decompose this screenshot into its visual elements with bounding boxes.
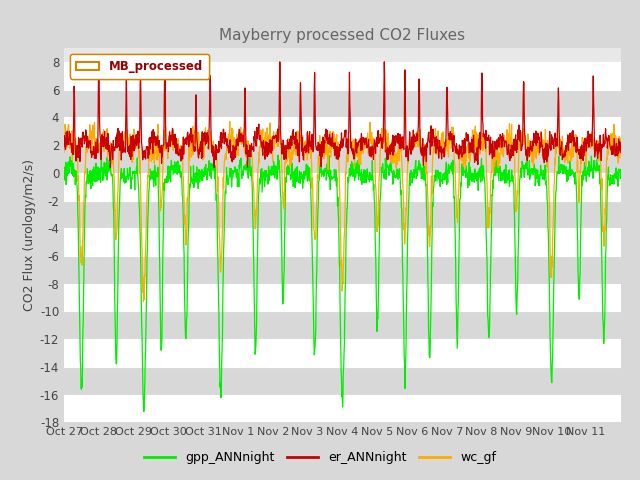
gpp_ANNnight [556,170,564,176]
Bar [64,145,621,173]
Bar [64,228,621,256]
er_ANNnight [318,140,326,146]
gpp_ANNnight [617,167,625,172]
gpp_ANNnight [148,168,156,174]
Legend: gpp_ANNnight, er_ANNnight, wc_gf: gpp_ANNnight, er_ANNnight, wc_gf [139,446,501,469]
Bar [64,284,621,312]
Bar [64,173,621,201]
er_ANNnight [556,147,564,153]
gpp_ANNnight [611,171,618,177]
Title: Mayberry processed CO2 Fluxes: Mayberry processed CO2 Fluxes [220,28,465,43]
Bar [64,201,621,228]
Bar [64,312,621,339]
wc_gf [317,157,325,163]
wc_gf [140,299,147,304]
Bar [64,339,621,367]
gpp_ANNnight [474,188,482,193]
Bar [64,90,621,117]
er_ANNnight [107,165,115,170]
wc_gf [617,135,625,141]
Bar [64,395,621,422]
wc_gf [474,132,482,138]
gpp_ANNnight [140,408,148,414]
wc_gf [60,149,68,155]
Line: er_ANNnight: er_ANNnight [64,62,621,168]
er_ANNnight [474,142,482,147]
Bar [64,117,621,145]
er_ANNnight [95,59,102,65]
wc_gf [148,158,156,164]
wc_gf [554,118,561,124]
er_ANNnight [148,136,156,142]
Y-axis label: CO2 Flux (urology/m2/s): CO2 Flux (urology/m2/s) [22,159,36,311]
Bar [64,367,621,395]
Line: wc_gf: wc_gf [64,121,621,301]
gpp_ANNnight [328,176,336,181]
gpp_ANNnight [318,171,326,177]
Legend: MB_processed: MB_processed [70,54,209,79]
wc_gf [556,147,564,153]
wc_gf [611,130,618,136]
er_ANNnight [328,131,336,136]
er_ANNnight [60,144,68,150]
gpp_ANNnight [60,176,68,182]
er_ANNnight [617,139,625,145]
Bar [64,256,621,284]
er_ANNnight [611,135,618,141]
Bar [64,62,621,90]
Line: gpp_ANNnight: gpp_ANNnight [64,155,621,411]
gpp_ANNnight [274,152,282,158]
wc_gf [328,143,336,149]
